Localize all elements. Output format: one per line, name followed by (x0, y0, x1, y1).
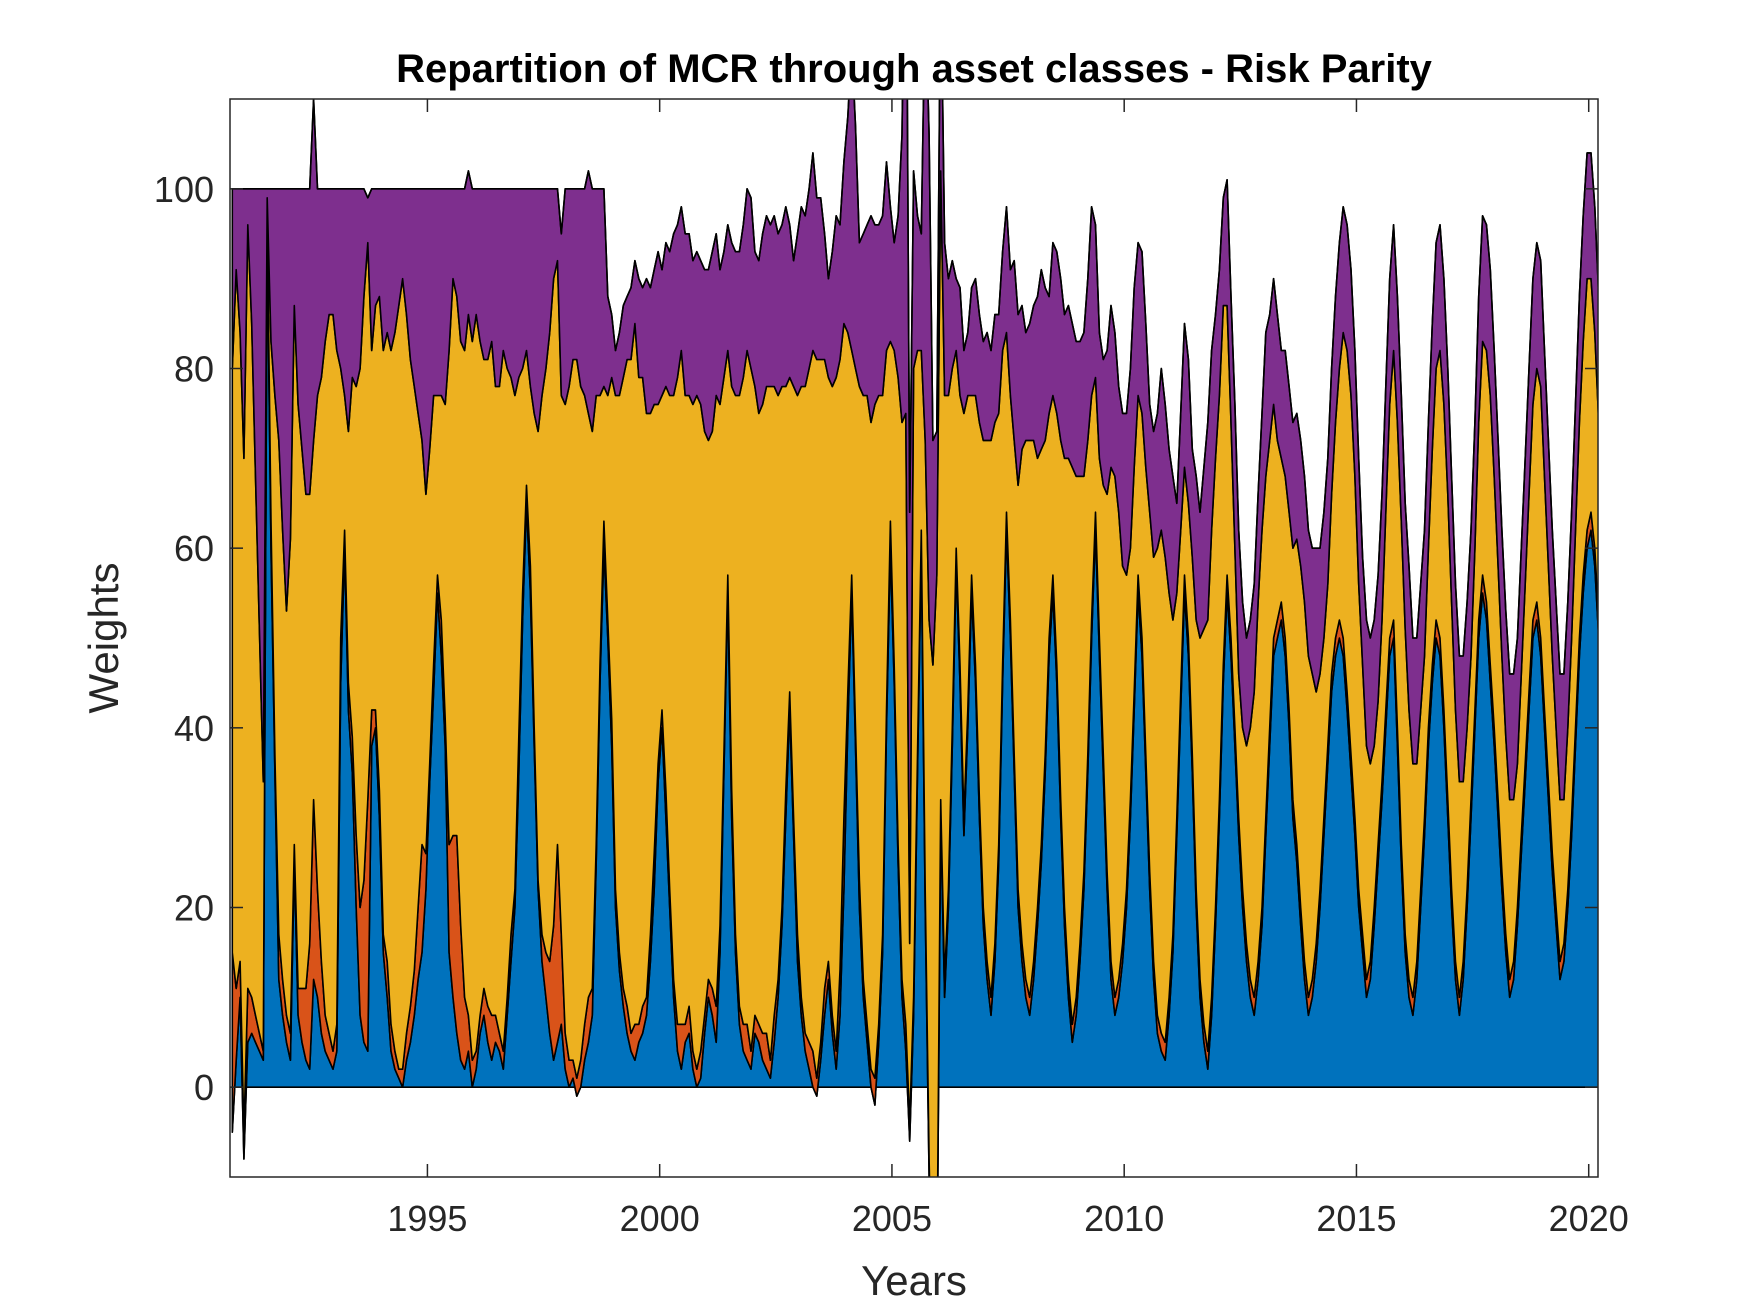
x-tick-label: 2010 (1084, 1198, 1164, 1239)
y-tick-label: 100 (154, 169, 214, 210)
area-layers (231, 99, 1598, 1177)
x-tick-label: 1995 (387, 1198, 467, 1239)
y-tick-label: 60 (174, 528, 214, 569)
x-tick-label: 2005 (852, 1198, 932, 1239)
y-axis: 0 20 40 60 80 100 (154, 169, 1598, 1108)
y-tick-label: 0 (194, 1067, 214, 1108)
x-axis-label: Years (861, 1257, 967, 1304)
y-tick-label: 40 (174, 708, 214, 749)
chart-title: Repartition of MCR through asset classes… (396, 47, 1433, 91)
y-tick-label: 80 (174, 349, 214, 390)
x-tick-label: 2000 (620, 1198, 700, 1239)
x-tick-label: 2020 (1549, 1198, 1629, 1239)
x-axis: 1995 2000 2005 2010 2015 2020 (387, 99, 1629, 1239)
area-series-5 (231, 99, 1598, 675)
x-tick-label: 2015 (1316, 1198, 1396, 1239)
plot-frame (229, 98, 1599, 1178)
y-tick-label: 20 (174, 888, 214, 929)
y-axis-label: Weights (80, 563, 127, 714)
